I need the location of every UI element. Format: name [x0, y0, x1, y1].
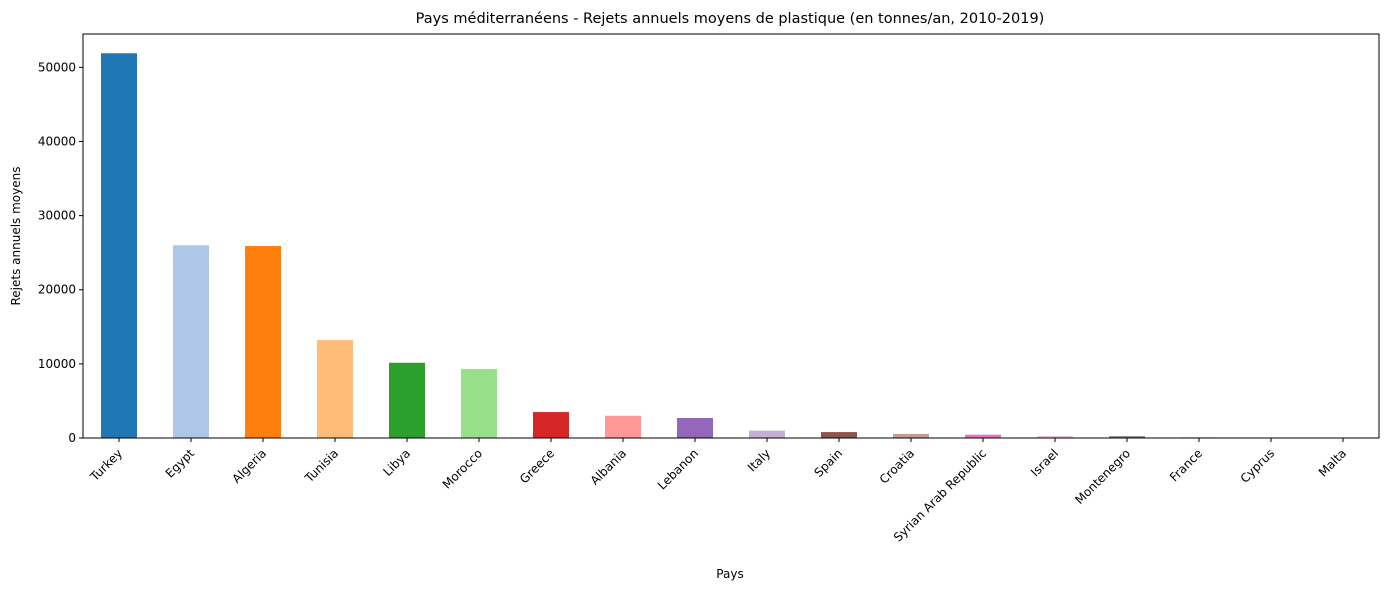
y-axis-label: Rejets annuels moyens — [9, 167, 23, 306]
bar-albania — [605, 415, 641, 438]
y-tick-label: 50000 — [38, 60, 76, 74]
y-tick-label: 10000 — [38, 357, 76, 371]
plot-frame — [82, 33, 1380, 439]
x-axis-label: Pays — [716, 567, 743, 581]
bar-italy — [749, 430, 785, 438]
bar-montenegro — [1109, 436, 1145, 438]
bar-tunisia — [317, 340, 353, 438]
x-tick-label: Italy — [745, 446, 773, 474]
y-tick-label: 30000 — [38, 209, 76, 223]
bar-turkey — [101, 53, 137, 439]
y-axis-ticks: 0 10000 20000 30000 40000 50000 — [38, 60, 83, 445]
x-tick-label: Lebanon — [655, 446, 701, 492]
x-tick-label: Algeria — [229, 446, 269, 486]
bar-morocco — [461, 369, 497, 438]
x-tick-label: Morocco — [440, 446, 485, 491]
bar-syrian-arab-republic — [965, 434, 1001, 438]
x-tick-label: Israel — [1028, 446, 1061, 479]
x-tick-label: Tunisia — [302, 446, 342, 486]
x-tick-label: Libya — [381, 446, 414, 479]
x-axis-ticks: Turkey Egypt Algeria Tunisia Libya Morocco Gre… — [87, 438, 1349, 544]
bar-libya — [389, 362, 425, 438]
x-tick-label: Greece — [517, 446, 557, 486]
x-tick-label: Spain — [812, 446, 846, 480]
x-tick-label: Cyprus — [1238, 446, 1278, 486]
bar-lebanon — [677, 417, 713, 438]
x-tick-label: Turkey — [87, 446, 125, 484]
x-tick-label: Albania — [588, 446, 630, 488]
x-tick-label: France — [1167, 446, 1205, 484]
x-tick-label: Egypt — [163, 446, 198, 481]
y-tick-label: 40000 — [38, 134, 76, 148]
bar-israel — [1037, 436, 1073, 438]
bar-egypt — [173, 245, 209, 438]
bar-spain — [821, 432, 857, 438]
bar-algeria — [245, 246, 281, 438]
x-tick-label: Montenegro — [1072, 446, 1133, 507]
x-tick-label: Croatia — [877, 446, 917, 486]
bar-croatia — [893, 433, 929, 438]
chart-title: Pays méditerranéens - Rejets annuels moy… — [416, 11, 1045, 27]
bar-greece — [533, 412, 569, 438]
bars-group — [101, 53, 1361, 439]
x-tick-label: Malta — [1316, 446, 1349, 479]
y-tick-label: 20000 — [38, 283, 76, 297]
y-tick-label: 0 — [68, 431, 76, 445]
